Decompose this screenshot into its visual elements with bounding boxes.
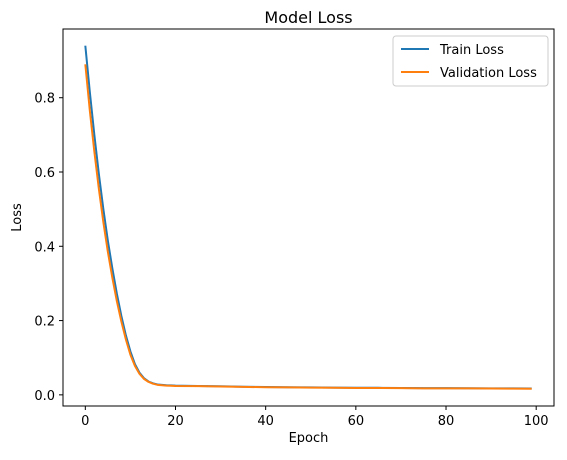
- legend: Train Loss Validation Loss: [392, 35, 549, 87]
- x-tick-label: 100: [524, 414, 549, 429]
- legend-box: [392, 35, 549, 87]
- plot-frame: [62, 28, 555, 407]
- y-tick-label: 0.6: [34, 166, 55, 181]
- y-axis-ticks: 0.0 0.2 0.4 0.6 0.8: [34, 92, 63, 404]
- series-line-train-loss: [84, 45, 532, 390]
- x-tick-label: 20: [167, 414, 184, 429]
- y-tick-label: 0.4: [34, 240, 55, 255]
- x-axis-ticks: 0 20 40 60 80 100: [81, 406, 549, 429]
- y-axis-label: Loss: [10, 203, 25, 232]
- legend-label-train-loss: Train Loss: [439, 43, 504, 58]
- y-tick-label: 0.8: [34, 92, 55, 107]
- x-tick-label: 0: [81, 414, 89, 429]
- x-tick-label: 60: [348, 414, 365, 429]
- x-axis-label: Epoch: [289, 431, 329, 446]
- series-line-validation-loss: [84, 64, 532, 390]
- x-tick-label: 40: [257, 414, 274, 429]
- chart-title: Model Loss: [264, 8, 352, 27]
- y-tick-label: 0.0: [34, 389, 55, 404]
- series-layer: [84, 45, 532, 390]
- legend-label-validation-loss: Validation Loss: [440, 66, 537, 81]
- x-tick-label: 80: [438, 414, 455, 429]
- y-tick-label: 0.2: [34, 315, 55, 330]
